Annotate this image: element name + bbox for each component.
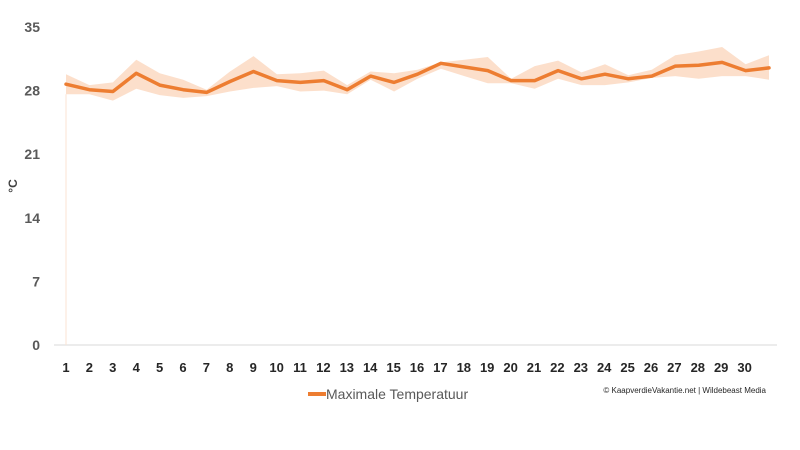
x-tick-label: 21 [527, 360, 541, 375]
x-tick-label: 9 [250, 360, 257, 375]
x-tick-label: 20 [503, 360, 517, 375]
x-axis-ticks: 1 2 3 4 5 6 7 8 9 10 11 12 13 14 15 16 17 18 19 20 21 22 23 24 2… [62, 360, 751, 375]
x-tick-label: 18 [457, 360, 471, 375]
x-tick-label: 13 [340, 360, 354, 375]
x-tick-label: 2 [86, 360, 93, 375]
x-tick-label: 27 [667, 360, 681, 375]
x-tick-label: 22 [550, 360, 564, 375]
y-axis-label: °C [6, 179, 20, 193]
x-tick-label: 7 [203, 360, 210, 375]
x-tick-label: 28 [691, 360, 705, 375]
x-tick-label: 19 [480, 360, 494, 375]
x-tick-label: 8 [226, 360, 233, 375]
x-tick-label: 3 [109, 360, 116, 375]
x-tick-label: 12 [316, 360, 330, 375]
x-tick-label: 6 [179, 360, 186, 375]
x-tick-label: 29 [714, 360, 728, 375]
x-tick-label: 11 [293, 360, 307, 375]
x-tick-label: 5 [156, 360, 163, 375]
y-tick-label: 0 [32, 337, 40, 353]
x-tick-label: 26 [644, 360, 658, 375]
legend: Maximale Temperatuur [308, 386, 468, 402]
x-tick-label: 4 [133, 360, 141, 375]
y-tick-label: 14 [24, 210, 40, 226]
y-tick-label: 28 [24, 83, 40, 99]
x-tick-label: 10 [269, 360, 283, 375]
y-tick-label: 35 [24, 19, 40, 35]
x-tick-label: 24 [597, 360, 612, 375]
y-axis-ticks: 0 7 14 21 28 35 [24, 19, 40, 353]
series-line-0 [64, 60, 771, 95]
credit-text: © KaapverdieVakantie.net | Wildebeast Me… [603, 386, 766, 395]
legend-label: Maximale Temperatuur [326, 386, 468, 402]
y-tick-label: 7 [32, 273, 40, 289]
x-tick-label: 15 [386, 360, 400, 375]
x-tick-label: 25 [620, 360, 634, 375]
plot-area [54, 47, 777, 346]
x-tick-label: 16 [410, 360, 424, 375]
x-tick-label: 14 [363, 360, 378, 375]
y-tick-label: 21 [24, 146, 40, 162]
x-tick-label: 30 [737, 360, 751, 375]
x-tick-label: 17 [433, 360, 447, 375]
x-tick-label: 1 [62, 360, 69, 375]
x-tick-label: 23 [574, 360, 588, 375]
